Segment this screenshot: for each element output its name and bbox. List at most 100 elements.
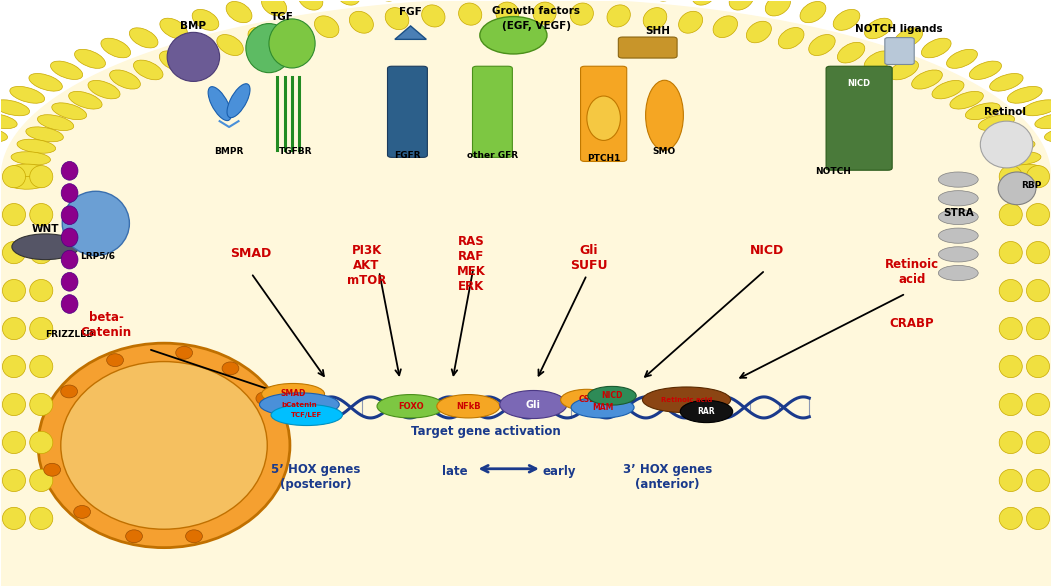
Ellipse shape bbox=[262, 0, 287, 16]
Text: NICD: NICD bbox=[602, 392, 623, 400]
Text: 5’ HOX genes
(posterior): 5’ HOX genes (posterior) bbox=[271, 463, 361, 491]
Ellipse shape bbox=[26, 127, 63, 141]
Ellipse shape bbox=[109, 70, 140, 89]
Ellipse shape bbox=[134, 60, 163, 80]
Ellipse shape bbox=[1027, 166, 1050, 188]
Ellipse shape bbox=[1027, 204, 1050, 226]
Ellipse shape bbox=[61, 385, 78, 398]
Ellipse shape bbox=[2, 507, 25, 529]
Ellipse shape bbox=[998, 172, 1036, 205]
Ellipse shape bbox=[571, 397, 634, 418]
Text: RAR: RAR bbox=[697, 407, 715, 416]
Text: 3’ HOX genes
(anterior): 3’ HOX genes (anterior) bbox=[623, 463, 712, 491]
Ellipse shape bbox=[950, 92, 984, 109]
Text: PI3K
AKT
mTOR: PI3K AKT mTOR bbox=[347, 244, 386, 287]
Ellipse shape bbox=[587, 96, 621, 140]
Ellipse shape bbox=[222, 362, 239, 375]
Ellipse shape bbox=[1027, 431, 1050, 454]
Ellipse shape bbox=[167, 32, 220, 82]
Ellipse shape bbox=[208, 87, 231, 120]
Ellipse shape bbox=[29, 431, 53, 454]
Ellipse shape bbox=[837, 42, 865, 63]
Ellipse shape bbox=[246, 23, 292, 73]
Text: NOTCH ligands: NOTCH ligands bbox=[854, 23, 943, 34]
Ellipse shape bbox=[29, 279, 53, 302]
Ellipse shape bbox=[29, 204, 53, 226]
Ellipse shape bbox=[260, 393, 339, 416]
Ellipse shape bbox=[217, 35, 243, 56]
Ellipse shape bbox=[2, 166, 25, 188]
Ellipse shape bbox=[800, 2, 826, 23]
Ellipse shape bbox=[349, 11, 373, 33]
Ellipse shape bbox=[315, 16, 339, 38]
Ellipse shape bbox=[1035, 114, 1052, 129]
Text: RAS
RAF
MEK
ERK: RAS RAF MEK ERK bbox=[457, 235, 486, 293]
Text: NICD: NICD bbox=[750, 244, 785, 257]
Ellipse shape bbox=[61, 206, 78, 225]
Ellipse shape bbox=[422, 5, 445, 27]
Ellipse shape bbox=[61, 362, 267, 529]
FancyBboxPatch shape bbox=[826, 66, 892, 170]
Ellipse shape bbox=[176, 346, 193, 359]
Ellipse shape bbox=[248, 28, 274, 49]
Text: Gli: Gli bbox=[526, 400, 541, 410]
Ellipse shape bbox=[61, 228, 78, 247]
Ellipse shape bbox=[1004, 164, 1044, 177]
Ellipse shape bbox=[999, 318, 1023, 340]
Ellipse shape bbox=[729, 0, 753, 10]
Text: Target gene activation: Target gene activation bbox=[411, 425, 561, 438]
Text: STRA: STRA bbox=[943, 208, 974, 218]
Ellipse shape bbox=[2, 470, 25, 491]
Text: SHH: SHH bbox=[646, 25, 671, 36]
Text: Retinoic
acid: Retinoic acid bbox=[885, 258, 939, 286]
Ellipse shape bbox=[193, 9, 219, 31]
Ellipse shape bbox=[29, 241, 53, 264]
Text: Retinoic acid: Retinoic acid bbox=[661, 397, 712, 403]
Ellipse shape bbox=[778, 28, 804, 49]
Ellipse shape bbox=[187, 42, 215, 63]
Ellipse shape bbox=[160, 18, 187, 39]
Ellipse shape bbox=[889, 60, 918, 80]
Ellipse shape bbox=[865, 51, 892, 71]
Ellipse shape bbox=[833, 9, 859, 31]
Ellipse shape bbox=[385, 8, 409, 30]
Ellipse shape bbox=[500, 390, 567, 419]
Ellipse shape bbox=[74, 505, 90, 518]
Text: NOTCH: NOTCH bbox=[815, 167, 851, 176]
Ellipse shape bbox=[2, 241, 25, 264]
Ellipse shape bbox=[969, 61, 1002, 79]
Ellipse shape bbox=[375, 0, 399, 1]
FancyBboxPatch shape bbox=[885, 38, 914, 65]
Ellipse shape bbox=[12, 234, 79, 259]
Text: other GFR: other GFR bbox=[467, 151, 518, 160]
Text: NFkB: NFkB bbox=[456, 402, 481, 411]
Ellipse shape bbox=[912, 70, 943, 89]
Ellipse shape bbox=[61, 161, 78, 180]
Polygon shape bbox=[394, 26, 426, 39]
Text: LRP5/6: LRP5/6 bbox=[80, 251, 116, 261]
Ellipse shape bbox=[61, 272, 78, 291]
Text: Growth factors: Growth factors bbox=[492, 6, 581, 16]
Text: beta-
Catenin: beta- Catenin bbox=[81, 311, 132, 339]
Ellipse shape bbox=[12, 151, 50, 165]
Ellipse shape bbox=[1002, 151, 1040, 165]
FancyBboxPatch shape bbox=[619, 37, 677, 58]
Ellipse shape bbox=[999, 204, 1023, 226]
Ellipse shape bbox=[29, 318, 53, 340]
Ellipse shape bbox=[17, 139, 56, 153]
Ellipse shape bbox=[999, 431, 1023, 454]
Ellipse shape bbox=[679, 11, 703, 33]
Ellipse shape bbox=[160, 51, 187, 71]
Ellipse shape bbox=[256, 392, 272, 405]
Ellipse shape bbox=[966, 103, 1000, 120]
Ellipse shape bbox=[938, 265, 978, 281]
Ellipse shape bbox=[29, 470, 53, 491]
FancyBboxPatch shape bbox=[472, 66, 512, 157]
Ellipse shape bbox=[681, 400, 732, 423]
Ellipse shape bbox=[299, 0, 323, 10]
Ellipse shape bbox=[1027, 507, 1050, 529]
Text: MAM: MAM bbox=[592, 403, 613, 412]
Text: CSL: CSL bbox=[579, 395, 594, 404]
Text: (EGF, VEGF): (EGF, VEGF) bbox=[502, 22, 571, 32]
Ellipse shape bbox=[2, 318, 25, 340]
